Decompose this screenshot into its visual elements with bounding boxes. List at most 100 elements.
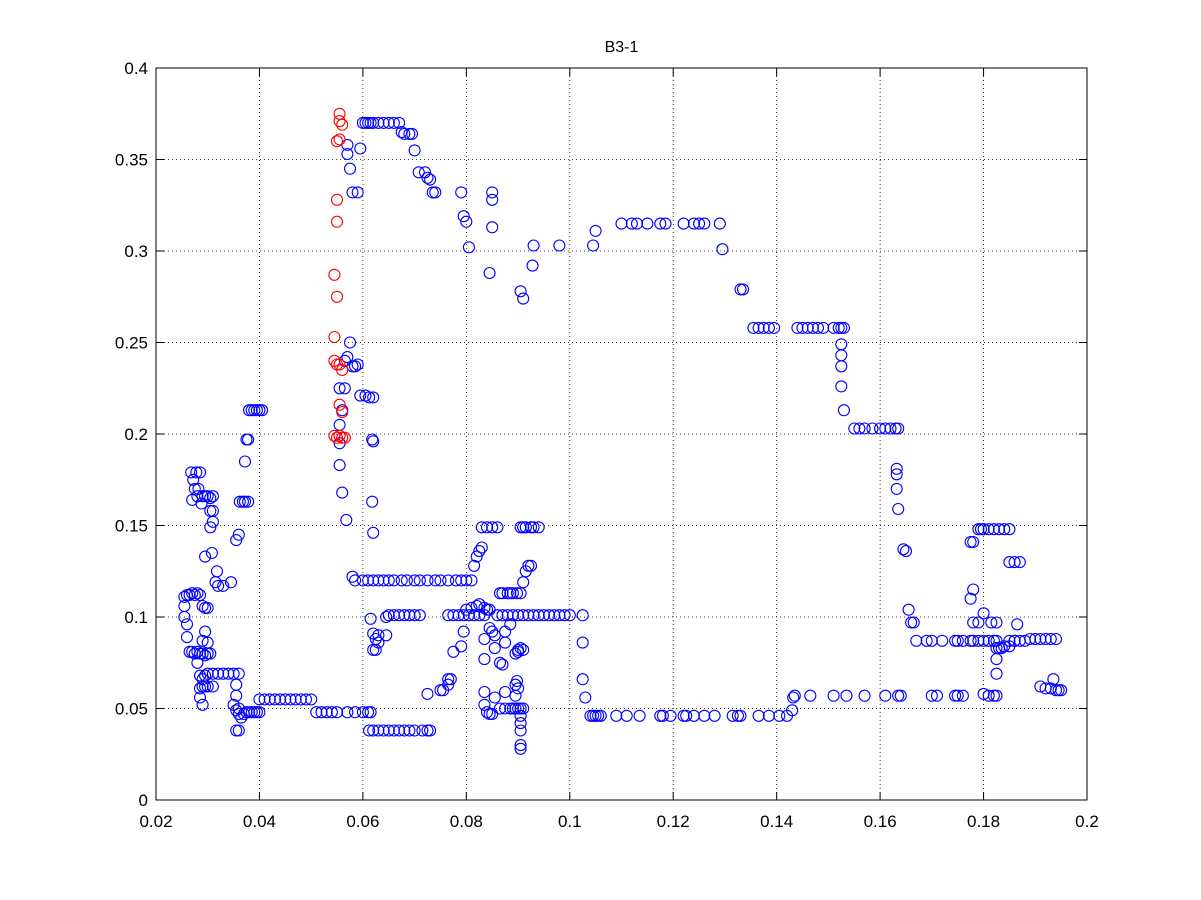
data-point <box>486 186 499 199</box>
data-point <box>294 693 307 706</box>
data-point <box>193 682 207 695</box>
data-point <box>421 724 434 737</box>
data-point <box>442 574 455 587</box>
data-point <box>346 360 359 373</box>
data-point <box>460 603 473 616</box>
data-point <box>248 706 261 719</box>
data-point <box>512 643 525 656</box>
y-tick-label: 0.2 <box>124 425 148 444</box>
data-point <box>486 521 499 534</box>
x-tick-label: 0.18 <box>967 812 1000 831</box>
data-point <box>364 612 377 625</box>
data-point <box>367 435 380 448</box>
data-point <box>366 495 379 508</box>
data-point <box>858 689 871 702</box>
data-point <box>496 587 509 600</box>
data-point <box>192 482 205 495</box>
data-point <box>413 574 426 587</box>
data-point <box>801 321 814 334</box>
data-point <box>687 709 700 722</box>
data-point <box>532 521 545 534</box>
data-point <box>340 513 353 527</box>
data-point <box>563 609 576 622</box>
data-point <box>465 601 478 614</box>
x-tick-label: 0.04 <box>243 812 276 831</box>
data-point <box>491 521 504 534</box>
data-point <box>180 631 194 644</box>
data-point <box>253 706 266 719</box>
data-point <box>654 709 667 722</box>
data-point <box>212 667 225 680</box>
data-point <box>222 667 235 680</box>
data-point <box>576 609 589 622</box>
data-point <box>894 689 907 702</box>
data-point <box>460 574 473 587</box>
data-point <box>524 521 538 534</box>
data-point <box>982 689 995 702</box>
data-point <box>230 724 243 737</box>
data-point <box>403 127 416 140</box>
data-point <box>514 717 527 730</box>
data-point <box>193 691 207 704</box>
data-point <box>240 706 253 719</box>
data-point <box>230 689 243 702</box>
data-point <box>253 693 266 706</box>
data-point <box>460 215 473 228</box>
data-point <box>835 338 848 351</box>
data-point <box>964 592 977 605</box>
tick-labels: 0.02 0.04 0.06 0.08 0.1 0.12 0.14 0.16 0.18 0.2 0 0… <box>115 59 1099 831</box>
data-point <box>475 521 488 534</box>
data-point <box>967 583 980 596</box>
data-point <box>796 321 809 334</box>
data-point <box>504 587 517 600</box>
data-point <box>341 147 354 161</box>
data-point <box>527 521 540 534</box>
data-point <box>330 290 344 303</box>
data-point <box>330 135 344 148</box>
data-point <box>245 404 258 417</box>
data-point <box>610 709 623 722</box>
data-point <box>726 709 739 722</box>
data-point <box>356 706 369 719</box>
data-point <box>333 115 346 128</box>
data-point <box>499 625 512 638</box>
data-point <box>333 133 346 146</box>
data-point <box>478 653 491 666</box>
data-point <box>499 702 512 715</box>
data-point <box>434 684 447 697</box>
data-point <box>817 321 830 334</box>
data-point <box>1047 673 1060 686</box>
data-point <box>305 693 318 706</box>
data-point <box>522 559 535 572</box>
data-point <box>990 616 1003 629</box>
data-point <box>333 459 346 472</box>
data-point <box>967 616 980 629</box>
data-point <box>752 709 765 722</box>
data-point <box>398 609 411 622</box>
data-point <box>837 404 850 417</box>
data-point <box>245 706 258 719</box>
data-point <box>532 609 545 622</box>
data-point <box>398 724 411 737</box>
data-point <box>421 687 434 700</box>
data-point <box>442 609 455 622</box>
y-tick-label: 0.1 <box>124 608 148 627</box>
data-point <box>412 166 425 179</box>
data-point <box>788 689 801 702</box>
data-point <box>210 565 224 578</box>
data-point <box>990 667 1003 680</box>
data-point <box>349 574 362 587</box>
data-point <box>524 559 538 572</box>
data-point <box>201 601 214 614</box>
data-point <box>465 574 478 587</box>
data-point <box>191 490 204 503</box>
data-point <box>716 243 729 256</box>
data-point <box>654 217 667 230</box>
data-point <box>977 607 990 620</box>
data-point <box>351 186 364 199</box>
data-point <box>315 706 328 719</box>
data-point <box>336 431 349 444</box>
data-point <box>343 336 357 349</box>
data-point <box>369 643 382 656</box>
data-point <box>341 706 354 719</box>
